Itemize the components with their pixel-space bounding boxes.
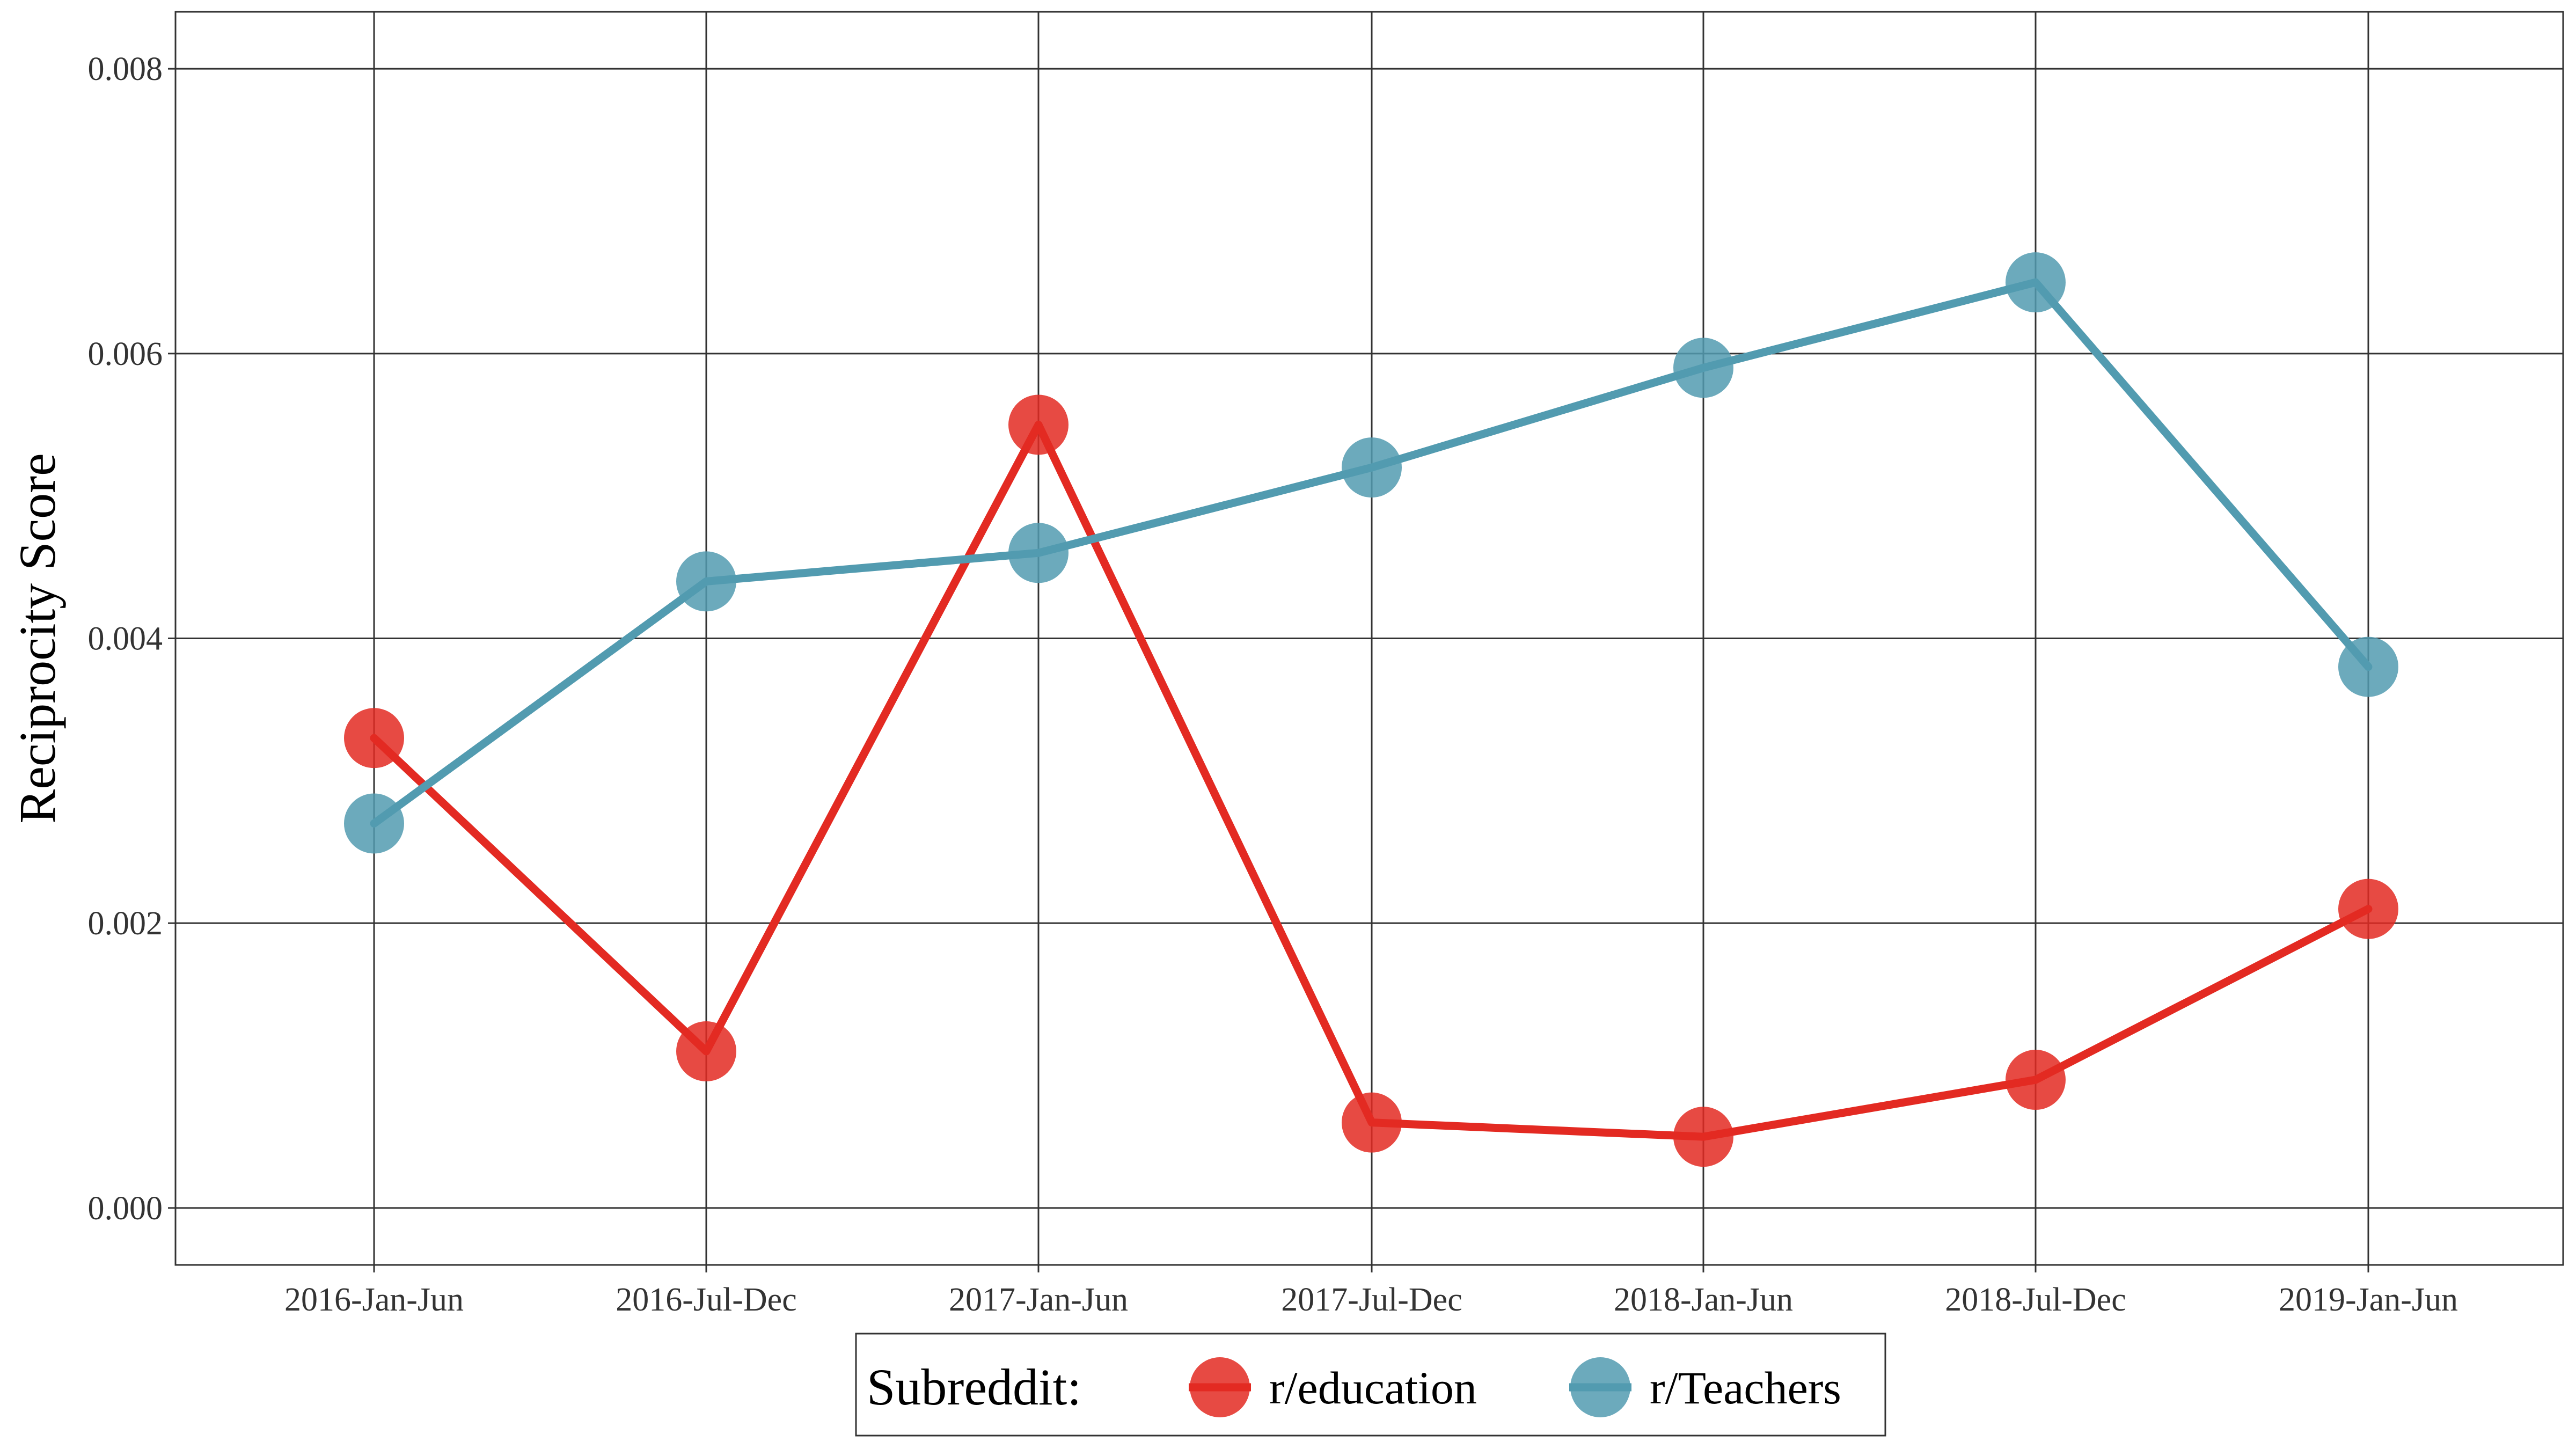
y-tick-label: 0.000 [88,1190,163,1227]
data-point [2006,1050,2066,1110]
y-tick-label: 0.006 [88,336,163,372]
x-tick-label: 2016-Jan-Jun [284,1282,464,1318]
y-tick-label: 0.002 [88,905,163,942]
series-2-points [344,252,2398,854]
x-tick-label: 2018-Jul-Dec [1945,1282,2126,1318]
data-point [1008,394,1069,455]
data-point [344,793,404,854]
legend-label: r/education [1269,1362,1477,1414]
x-tick-label: 2019-Jan-Jun [2279,1282,2458,1318]
data-series [344,252,2398,1167]
legend-key-point [1570,1357,1630,1417]
data-point [1342,437,1402,498]
x-tick-label: 2017-Jan-Jun [949,1282,1128,1318]
legend-title: Subreddit: [867,1358,1081,1416]
y-axis-title: Reciprocity Score [9,453,66,823]
x-axis-ticks: 2016-Jan-Jun 2016-Jul-Dec 2017-Jan-Jun 2017… [284,1265,2458,1318]
legend-key-point [1190,1357,1250,1417]
data-point [676,1021,736,1081]
data-point [2338,879,2398,939]
x-tick-label: 2018-Jan-Jun [1614,1282,1793,1318]
y-tick-label: 0.004 [88,621,163,657]
data-point [1673,1107,1733,1167]
legend-box [855,1333,1886,1437]
legend-label: r/Teachers [1650,1362,1841,1414]
data-point [1673,338,1733,398]
x-tick-label: 2017-Jul-Dec [1281,1282,1462,1318]
legend-item: r/education [1189,1357,1477,1417]
y-tick-label: 0.008 [88,51,163,87]
data-point [676,551,736,612]
data-point [1342,1092,1402,1153]
x-tick-label: 2016-Jul-Dec [616,1282,796,1318]
series-1-points [344,394,2398,1167]
data-point [1008,523,1069,583]
data-point [344,708,404,769]
data-point [2338,636,2398,697]
legend-items: r/education r/Teachers [1189,1357,1841,1417]
y-axis-ticks: 0.000 0.002 0.004 0.006 0.008 [88,51,175,1227]
data-point [2006,252,2066,313]
legend-item: r/Teachers [1569,1357,1841,1417]
legend: Subreddit: r/education r/Teachers [855,1333,1886,1437]
